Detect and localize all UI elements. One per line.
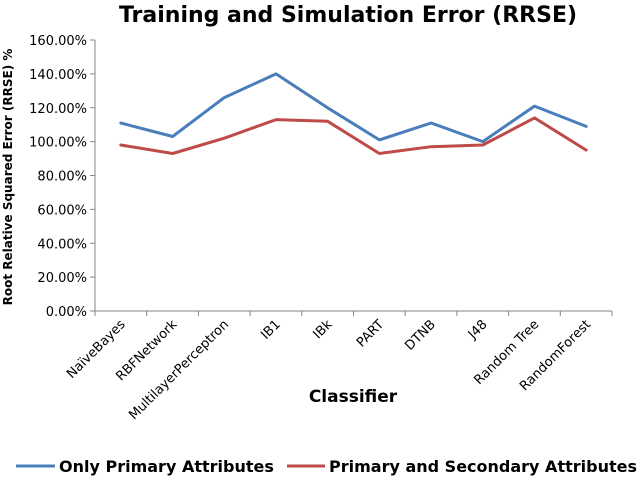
legend-label-1: Only Primary Attributes xyxy=(59,457,274,476)
y-tick-label: 120.00% xyxy=(29,102,87,117)
legend: Only Primary Attributes Primary and Secon… xyxy=(16,457,637,476)
axes xyxy=(90,39,613,316)
series-line-1 xyxy=(119,72,588,144)
y-tick-label: 160.00% xyxy=(29,34,87,49)
x-tick-label: J48 xyxy=(465,317,491,343)
x-tick-label: PART xyxy=(354,317,387,350)
y-tick-labels: 0.00% 20.00% 40.00% 60.00% 80.00% 100.00% 120.… xyxy=(29,34,87,320)
series-lines xyxy=(119,72,588,155)
y-tick-label: 0.00% xyxy=(46,305,87,320)
x-axis-label: Classifier xyxy=(309,387,398,407)
y-tick-label: 40.00% xyxy=(37,237,87,252)
legend-label-2: Primary and Secondary Attributes xyxy=(329,457,637,476)
chart-title: Training and Simulation Error (RRSE) xyxy=(119,3,577,28)
y-axis-label: Root Relative Squared Error (RRSE) % xyxy=(1,49,15,306)
x-tick-label: IB1 xyxy=(258,317,283,342)
x-tick-labels: NaïveBayesRBFNetworkMultilayerPerceptron… xyxy=(64,317,594,423)
y-tick-label: 60.00% xyxy=(37,203,87,218)
x-tick-label: MultilayerPerceptron xyxy=(126,317,232,423)
x-tick-label: DTNB xyxy=(402,317,438,353)
y-tick-label: 100.00% xyxy=(29,136,87,151)
series-line-2 xyxy=(119,116,588,155)
y-tick-label: 20.00% xyxy=(37,271,87,286)
x-tick-label: IBk xyxy=(311,317,336,342)
y-tick-label: 140.00% xyxy=(29,68,87,83)
y-tick-label: 80.00% xyxy=(37,170,87,185)
